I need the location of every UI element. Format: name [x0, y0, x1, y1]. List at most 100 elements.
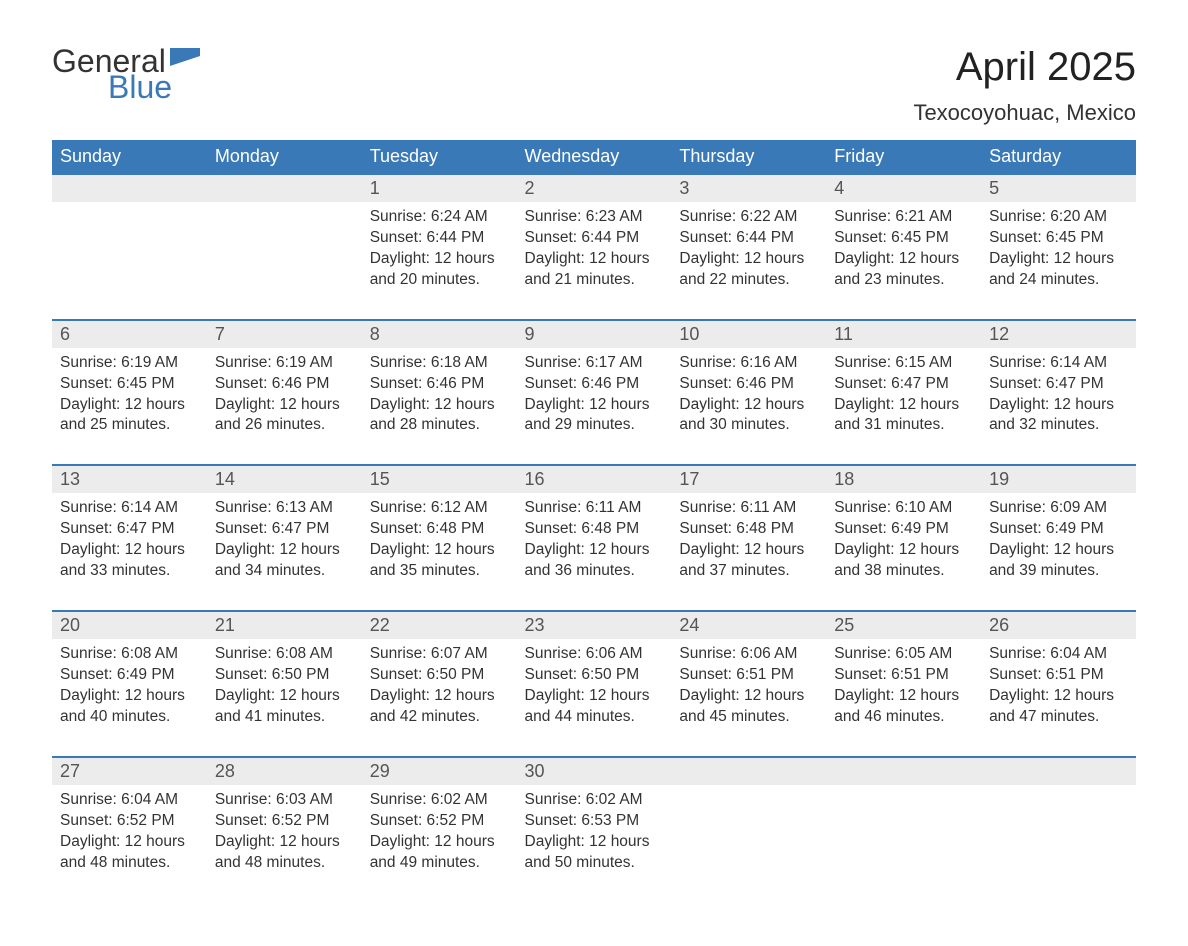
day-number-cell: 24: [671, 611, 826, 639]
day-number-cell: 10: [671, 320, 826, 348]
day-number-cell: [52, 174, 207, 202]
logo-flag-icon: [170, 48, 200, 74]
sunset-text: Sunset: 6:44 PM: [370, 229, 485, 246]
sunset-text: Sunset: 6:45 PM: [989, 229, 1104, 246]
day-number-cell: 19: [981, 465, 1136, 493]
daylight-text: Daylight: 12 hours and 20 minutes.: [370, 250, 495, 288]
day-content-cell: Sunrise: 6:14 AM Sunset: 6:47 PM Daylight:…: [52, 493, 207, 611]
sunrise-text: Sunrise: 6:17 AM: [525, 354, 643, 371]
day-number-cell: 20: [52, 611, 207, 639]
day-number-cell: 1: [362, 174, 517, 202]
sunset-text: Sunset: 6:48 PM: [370, 520, 485, 537]
daylight-text: Daylight: 12 hours and 30 minutes.: [679, 396, 804, 434]
sunset-text: Sunset: 6:53 PM: [525, 812, 640, 829]
sunrise-text: Sunrise: 6:05 AM: [834, 645, 952, 662]
daylight-text: Daylight: 12 hours and 35 minutes.: [370, 541, 495, 579]
sunset-text: Sunset: 6:50 PM: [370, 666, 485, 683]
day-content-row: Sunrise: 6:04 AMSunset: 6:52 PMDaylight:…: [52, 785, 1136, 902]
month-title: April 2025: [913, 45, 1136, 90]
sunrise-text: Sunrise: 6:19 AM: [215, 354, 333, 371]
day-number-cell: [671, 757, 826, 785]
day-number-cell: 17: [671, 465, 826, 493]
day-content-cell: Sunrise: 6:16 AM Sunset: 6:46 PM Daylight:…: [671, 348, 826, 466]
daylight-text: Daylight: 12 hours and 26 minutes.: [215, 396, 340, 434]
daylight-text: Daylight: 12 hours and 50 minutes.: [525, 833, 650, 871]
sunrise-text: Sunrise: 6:08 AM: [215, 645, 333, 662]
sunset-text: Sunset: 6:51 PM: [989, 666, 1104, 683]
day-content-cell: Sunrise: 6:02 AMSunset: 6:52 PMDaylight:…: [362, 785, 517, 902]
day-content-cell: Sunrise: 6:08 AM Sunset: 6:49 PM Daylight:…: [52, 639, 207, 757]
daylight-text: Daylight: 12 hours and 40 minutes.: [60, 687, 185, 725]
day-number-row: 13141516171819: [52, 465, 1136, 493]
day-content-cell: Sunrise: 6:11 AMSunset: 6:48 PMDaylight:…: [517, 493, 672, 611]
sunset-text: Sunset: 6:47 PM: [989, 375, 1104, 392]
sunset-text: Sunset: 6:49 PM: [60, 666, 175, 683]
sunrise-text: Sunrise: 6:09 AM: [989, 499, 1107, 516]
day-number-cell: 16: [517, 465, 672, 493]
day-header: Friday: [826, 140, 981, 174]
daylight-text: Daylight: 12 hours and 48 minutes.: [215, 833, 340, 871]
sunrise-text: Sunrise: 6:04 AM: [60, 791, 178, 808]
sunset-text: Sunset: 6:50 PM: [215, 666, 330, 683]
day-number-row: 20212223242526: [52, 611, 1136, 639]
sunrise-text: Sunrise: 6:08 AM: [60, 645, 178, 662]
sunrise-text: Sunrise: 6:02 AM: [525, 791, 643, 808]
day-content-cell: [826, 785, 981, 902]
day-number-cell: 6: [52, 320, 207, 348]
sunrise-text: Sunrise: 6:16 AM: [679, 354, 797, 371]
sunset-text: Sunset: 6:44 PM: [525, 229, 640, 246]
sunset-text: Sunset: 6:44 PM: [679, 229, 794, 246]
day-content-row: Sunrise: 6:14 AM Sunset: 6:47 PM Daylight:…: [52, 493, 1136, 611]
day-number-cell: 4: [826, 174, 981, 202]
day-content-row: Sunrise: 6:08 AM Sunset: 6:49 PM Daylight:…: [52, 639, 1136, 757]
sunrise-text: Sunrise: 6:04 AM: [989, 645, 1107, 662]
sunset-text: Sunset: 6:47 PM: [60, 520, 175, 537]
sunrise-text: Sunrise: 6:13 AM: [215, 499, 333, 516]
day-number-cell: [826, 757, 981, 785]
day-number-cell: 22: [362, 611, 517, 639]
day-number-cell: 29: [362, 757, 517, 785]
daylight-text: Daylight: 12 hours and 24 minutes.: [989, 250, 1114, 288]
daylight-text: Daylight: 12 hours and 29 minutes.: [525, 396, 650, 434]
day-header: Wednesday: [517, 140, 672, 174]
sunrise-text: Sunrise: 6:14 AM: [60, 499, 178, 516]
daylight-text: Daylight: 12 hours and 34 minutes.: [215, 541, 340, 579]
page-header: General Blue April 2025 Texocoyohuac, Me…: [52, 45, 1136, 134]
daylight-text: Daylight: 12 hours and 46 minutes.: [834, 687, 959, 725]
day-content-cell: Sunrise: 6:05 AMSunset: 6:51 PMDaylight:…: [826, 639, 981, 757]
day-content-cell: Sunrise: 6:19 AMSunset: 6:45 PMDaylight:…: [52, 348, 207, 466]
day-content-cell: Sunrise: 6:19 AM Sunset: 6:46 PM Daylight:…: [207, 348, 362, 466]
sunset-text: Sunset: 6:46 PM: [525, 375, 640, 392]
day-content-cell: Sunrise: 6:22 AMSunset: 6:44 PMDaylight:…: [671, 202, 826, 320]
calendar-table: SundayMondayTuesdayWednesdayThursdayFrid…: [52, 140, 1136, 901]
daylight-text: Daylight: 12 hours and 33 minutes.: [60, 541, 185, 579]
location-label: Texocoyohuac, Mexico: [913, 100, 1136, 126]
day-number-cell: 27: [52, 757, 207, 785]
day-number-cell: 5: [981, 174, 1136, 202]
daylight-text: Daylight: 12 hours and 37 minutes.: [679, 541, 804, 579]
day-content-cell: [207, 202, 362, 320]
day-number-cell: 23: [517, 611, 672, 639]
sunrise-text: Sunrise: 6:11 AM: [525, 499, 642, 516]
day-content-cell: Sunrise: 6:06 AMSunset: 6:50 PMDaylight:…: [517, 639, 672, 757]
day-number-cell: [981, 757, 1136, 785]
day-content-cell: Sunrise: 6:03 AMSunset: 6:52 PMDaylight:…: [207, 785, 362, 902]
sunrise-text: Sunrise: 6:10 AM: [834, 499, 952, 516]
logo: General Blue: [52, 45, 200, 103]
day-content-cell: Sunrise: 6:12 AMSunset: 6:48 PMDaylight:…: [362, 493, 517, 611]
sunrise-text: Sunrise: 6:18 AM: [370, 354, 488, 371]
daylight-text: Daylight: 12 hours and 25 minutes.: [60, 396, 185, 434]
daylight-text: Daylight: 12 hours and 38 minutes.: [834, 541, 959, 579]
day-content-cell: Sunrise: 6:23 AMSunset: 6:44 PMDaylight:…: [517, 202, 672, 320]
day-number-cell: 3: [671, 174, 826, 202]
daylight-text: Daylight: 12 hours and 41 minutes.: [215, 687, 340, 725]
day-content-cell: Sunrise: 6:14 AMSunset: 6:47 PMDaylight:…: [981, 348, 1136, 466]
sunrise-text: Sunrise: 6:14 AM: [989, 354, 1107, 371]
daylight-text: Daylight: 12 hours and 39 minutes.: [989, 541, 1114, 579]
sunset-text: Sunset: 6:46 PM: [215, 375, 330, 392]
day-content-cell: Sunrise: 6:08 AM Sunset: 6:50 PM Daylight:…: [207, 639, 362, 757]
daylight-text: Daylight: 12 hours and 42 minutes.: [370, 687, 495, 725]
day-number-cell: 28: [207, 757, 362, 785]
sunset-text: Sunset: 6:46 PM: [679, 375, 794, 392]
day-header: Tuesday: [362, 140, 517, 174]
